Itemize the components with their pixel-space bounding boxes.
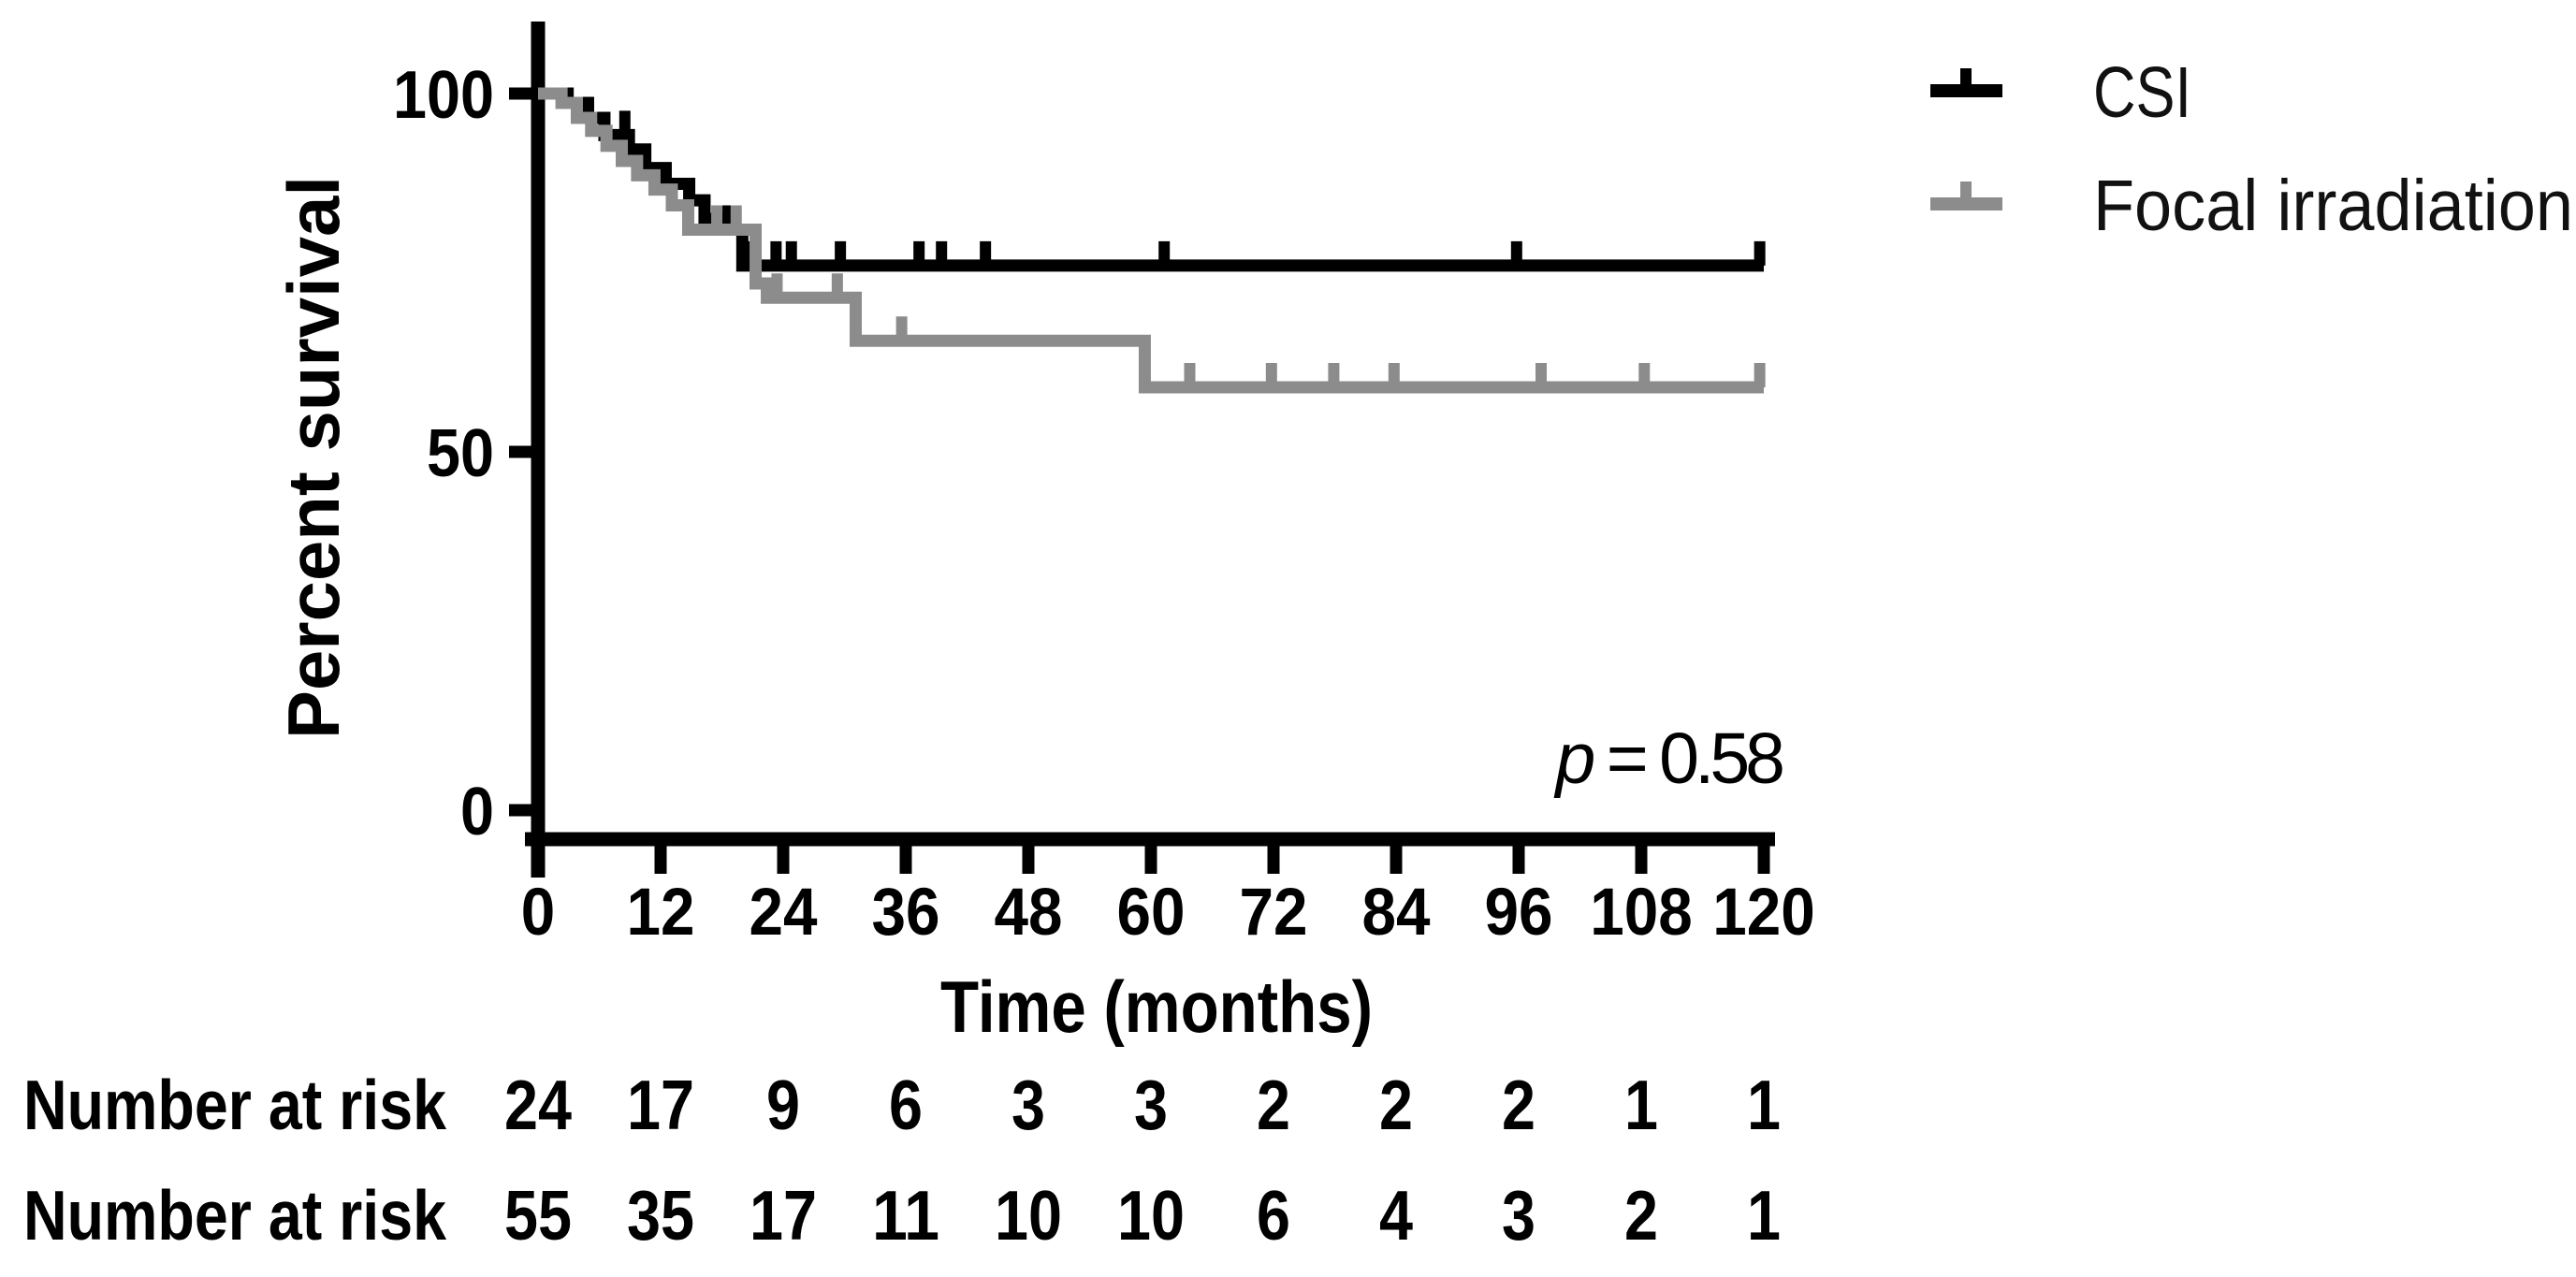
y-axis-title: Percent survival (272, 176, 355, 739)
number-at-risk-value: 1 (1624, 1066, 1658, 1144)
number-at-risk-value: 6 (889, 1066, 923, 1144)
number-at-risk-label: Number at risk (23, 1066, 446, 1144)
y-tick-label: 50 (427, 416, 494, 491)
number-at-risk-label: Number at risk (23, 1176, 446, 1255)
x-tick-label: 96 (1485, 876, 1553, 950)
x-tick-label: 60 (1117, 876, 1186, 950)
y-tick-label: 100 (393, 58, 494, 133)
x-tick-label: 36 (872, 876, 940, 950)
x-tick-label: 120 (1712, 876, 1815, 950)
p-symbol: p (1554, 718, 1594, 799)
number-at-risk-value: 3 (1134, 1066, 1168, 1144)
number-at-risk-value: 3 (1502, 1176, 1535, 1255)
number-at-risk-value: 1 (1747, 1066, 1781, 1144)
survival-curve-csi (538, 87, 1765, 272)
x-axis-title: Time (months) (940, 965, 1373, 1048)
number-at-risk-value: 35 (627, 1176, 694, 1255)
number-at-risk-value: 6 (1257, 1176, 1290, 1255)
number-at-risk-value: 2 (1624, 1176, 1658, 1255)
y-tick-label: 0 (460, 775, 494, 849)
number-at-risk-value: 3 (1011, 1066, 1045, 1144)
number-at-risk-value: 1 (1747, 1176, 1781, 1255)
legend: CSI Focal irradiation (1930, 52, 2573, 246)
number-at-risk-value: 17 (750, 1176, 817, 1255)
number-at-risk-value: 9 (766, 1066, 800, 1144)
number-at-risk-value: 2 (1257, 1066, 1290, 1144)
number-at-risk-value: 24 (504, 1066, 572, 1144)
number-at-risk-value: 4 (1379, 1176, 1413, 1255)
number-at-risk-value: 55 (504, 1176, 572, 1255)
p-value-text: = 0.58 (1591, 718, 1783, 799)
number-at-risk-value: 17 (627, 1066, 694, 1144)
survival-curve-focal (538, 87, 1765, 394)
x-tick-label: 108 (1590, 876, 1693, 950)
x-tick-label: 72 (1240, 876, 1308, 950)
legend-label: CSI (2093, 52, 2191, 133)
legend-label: Focal irradiation (2093, 166, 2573, 246)
x-tick-label: 48 (995, 876, 1063, 950)
x-tick-label: 24 (750, 876, 818, 950)
x-tick-label: 84 (1362, 876, 1431, 950)
number-at-risk-value: 2 (1379, 1066, 1413, 1144)
axes-layer: 0 50 100 0 12 24 36 48 60 72 84 96 108 120 (393, 22, 1815, 950)
number-at-risk-value: 10 (1117, 1176, 1185, 1255)
survival-curves-layer (538, 87, 1766, 394)
x-tick-label: 12 (627, 876, 695, 950)
number-at-risk-value: 2 (1502, 1066, 1535, 1144)
x-tick-label: 0 (521, 876, 556, 950)
number-at-risk-value: 11 (872, 1176, 939, 1255)
p-value-annotation: p = 0.58 (1554, 718, 1783, 799)
number-at-risk-value: 10 (995, 1176, 1062, 1255)
